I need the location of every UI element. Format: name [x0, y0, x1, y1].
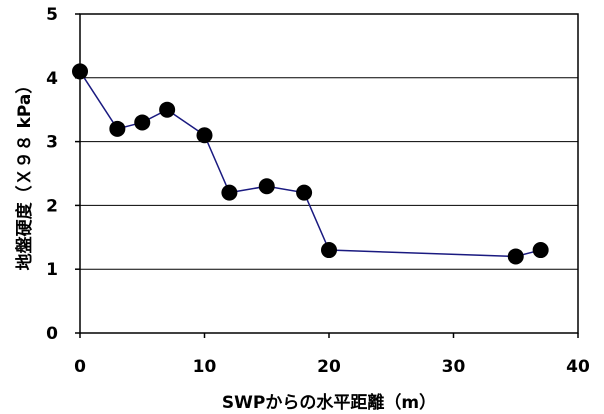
x-tick-label: 10: [193, 357, 217, 377]
plot-area: [79, 13, 579, 334]
x-tick-label: 20: [317, 357, 341, 377]
y-tick-label: 4: [46, 69, 58, 89]
y-tick-label: 5: [46, 5, 58, 25]
data-point: [159, 101, 176, 118]
data-point: [321, 242, 337, 259]
data-point: [134, 114, 151, 131]
x-tick-label: 40: [566, 357, 590, 377]
y-axis-title: 地盤硬度（Ｘ９８ kPa）: [14, 77, 35, 271]
y-tick-label: 3: [46, 133, 58, 153]
x-tick-label: 0: [74, 357, 86, 377]
y-tick-label: 0: [46, 324, 58, 344]
data-point: [532, 242, 549, 259]
x-axis-title: SWPからの水平距離（m）: [222, 392, 436, 413]
data-point: [258, 178, 275, 195]
data-point: [221, 184, 238, 201]
data-point: [196, 127, 213, 144]
series-line: [79, 71, 541, 258]
data-series: [72, 63, 549, 265]
y-tick-label: 2: [46, 196, 58, 216]
x-axis-ticks: 0 10 20 30 40: [74, 333, 590, 377]
data-point: [72, 63, 88, 80]
data-point: [507, 248, 524, 265]
data-point: [296, 184, 313, 201]
data-point: [109, 120, 126, 137]
x-tick-label: 30: [442, 357, 466, 377]
y-tick-label: 1: [46, 260, 58, 280]
gridlines: [80, 77, 578, 270]
y-axis-ticks: 0 1 2 3 4 5: [46, 5, 80, 344]
